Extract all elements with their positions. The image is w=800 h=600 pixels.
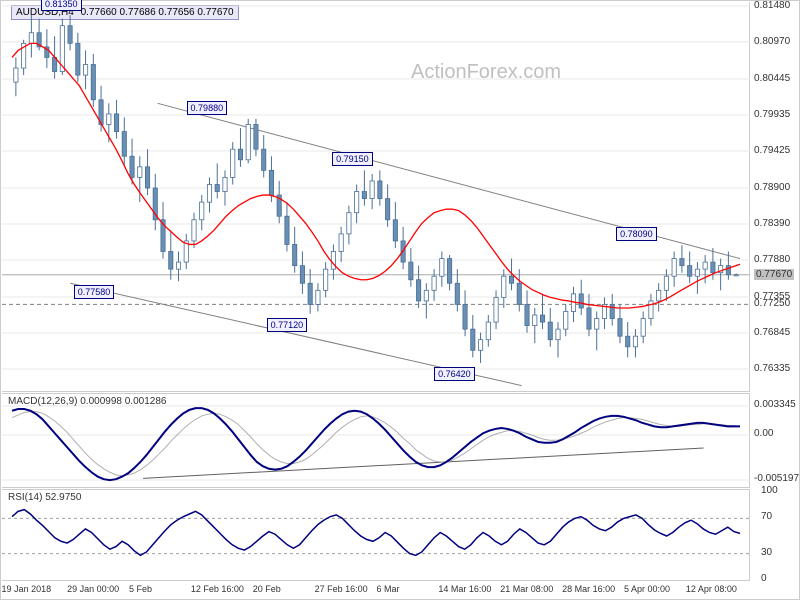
price-ytick: 0.78390	[754, 218, 790, 229]
price-ytick: 0.76845	[754, 327, 790, 338]
price-annotation: 0.77120	[267, 318, 308, 332]
price-ytick: 0.76335	[754, 363, 790, 374]
price-annotation: 0.77580	[74, 285, 115, 299]
price-annotation: 0.76420	[434, 367, 475, 381]
x-tick: 28 Mar 16:00	[562, 584, 615, 594]
x-tick: 27 Feb 16:00	[315, 584, 368, 594]
rsi-ytick: 100	[761, 485, 778, 496]
x-tick: 5 Feb	[129, 584, 152, 594]
dashed-level-label: 0.77250	[754, 298, 790, 309]
price-ytick: 0.79425	[754, 145, 790, 156]
x-tick: 14 Mar 16:00	[438, 584, 491, 594]
x-tick: 21 Mar 08:00	[500, 584, 553, 594]
x-tick: 12 Apr 08:00	[686, 584, 737, 594]
price-ytick: 0.79935	[754, 109, 790, 120]
price-annotation: 0.79880	[187, 101, 228, 115]
x-tick: 12 Feb 16:00	[191, 584, 244, 594]
chart-container: AUDUSD,H4 0.77660 0.77686 0.77656 0.7767…	[0, 0, 800, 600]
macd-ytick: -0.005197	[754, 473, 799, 484]
price-annotation: 0.79150	[332, 152, 373, 166]
price-ytick: 0.80970	[754, 36, 790, 47]
macd-ytick: 0.00	[754, 428, 773, 439]
x-tick: 19 Jan 2018	[2, 584, 52, 594]
x-tick: 5 Apr 00:00	[624, 584, 670, 594]
price-ytick: 0.80445	[754, 73, 790, 84]
price-annotation: 0.81350	[41, 0, 82, 11]
macd-ytick: 0.003345	[754, 399, 796, 410]
rsi-ytick: 0	[761, 573, 767, 584]
rsi-ytick: 70	[761, 511, 772, 522]
price-panel[interactable]	[2, 2, 750, 392]
price-ytick: 0.78900	[754, 182, 790, 193]
price-ytick: 0.81480	[754, 0, 790, 11]
price-ytick: 0.77670	[754, 269, 794, 280]
rsi-ytick: 30	[761, 547, 772, 558]
rsi-label: RSI(14) 52.9750	[8, 492, 81, 503]
price-annotation: 0.78090	[616, 227, 657, 241]
x-tick: 29 Jan 00:00	[67, 584, 119, 594]
price-ytick: 0.77880	[754, 254, 790, 265]
x-tick: 20 Feb	[253, 584, 281, 594]
x-tick: 6 Mar	[376, 584, 399, 594]
macd-label: MACD(12,26,9) 0.000998 0.001286	[8, 396, 166, 407]
rsi-panel[interactable]: RSI(14) 52.9750	[2, 489, 750, 581]
macd-panel[interactable]: MACD(12,26,9) 0.000998 0.001286	[2, 393, 750, 488]
